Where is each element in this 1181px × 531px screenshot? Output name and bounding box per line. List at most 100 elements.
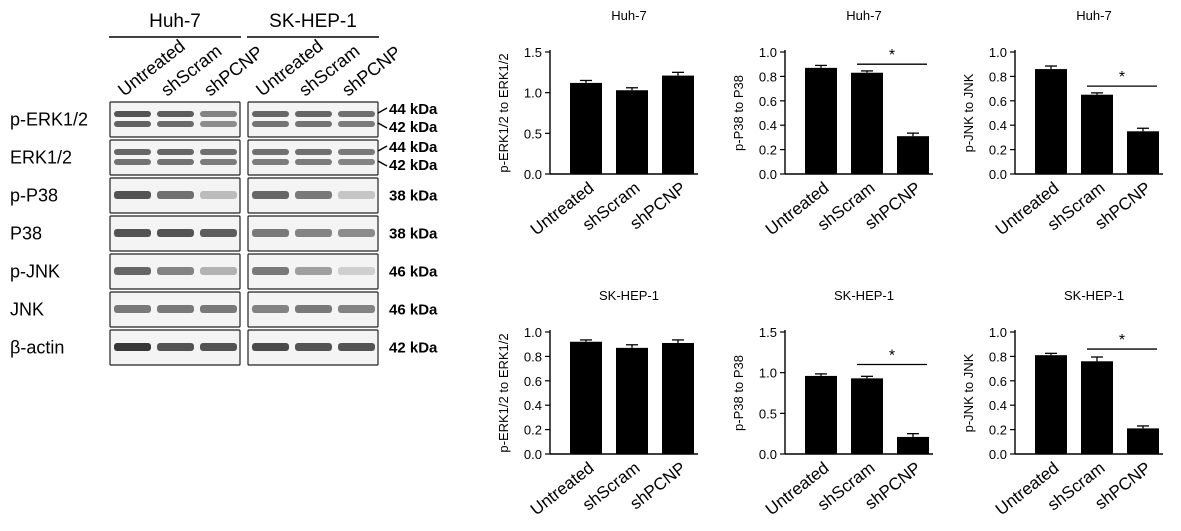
blot-band [114,121,151,127]
blot-band [200,229,237,237]
blot-band [200,111,237,117]
blot-band [200,149,237,155]
blot-row-label: P38 [10,224,42,244]
y-tick-label: 0.4 [989,398,1007,413]
blot-row-label: JNK [10,300,44,320]
bar-untreated [805,67,837,174]
blot-band [114,149,151,155]
kda-pointer [377,107,388,114]
y-tick-label: 0.2 [524,423,542,438]
y-axis-label: p-JNK to JNK [961,73,976,152]
blot-band [338,159,375,165]
chart-title: SK-HEP-1 [834,288,894,303]
bar-shpcnp [897,436,929,454]
blot-row-label: p-ERK1/2 [10,110,88,130]
blot-band [252,229,289,237]
y-tick-label: 0.0 [989,447,1007,462]
bar-untreated [570,82,602,174]
blot-band [295,191,332,199]
chart-title: Huh-7 [1076,8,1111,23]
blot-band [338,149,375,155]
bar-chart-skhep1-perk: SK-HEP-1 p-ERK1/2 to ERK1/2 0.0 0.2 0.4 0.6 0.… [496,288,698,519]
y-tick-label: 0.0 [524,167,542,182]
bar-shscram [1081,361,1113,454]
kda-pointer [377,145,388,152]
y-tick-label: 0.0 [759,167,777,182]
bar-shscram [616,90,648,174]
y-tick-label: 0.6 [524,374,542,389]
blot-band [200,191,237,199]
y-axis-label: p-JNK to JNK [961,353,976,432]
blot-band [200,159,237,165]
kda-label: 42 kDa [389,340,438,357]
blot-band [114,159,151,165]
blot-band [157,343,194,351]
blot-band [338,343,375,351]
blot-band [252,191,289,199]
blot-band [157,159,194,165]
y-tick-label: 0.4 [759,118,777,133]
blot-band [295,149,332,155]
blot-band [252,267,289,275]
y-tick-label: 0.0 [989,167,1007,182]
y-axis-label: p-P38 to P38 [731,75,746,151]
y-tick-label: 0.6 [989,374,1007,389]
y-axis-label: p-ERK1/2 to ERK1/2 [496,333,511,452]
y-tick-label: 0.8 [759,69,777,84]
bar-untreated [1035,69,1067,174]
chart-title: SK-HEP-1 [599,288,659,303]
western-blot-panel: Huh-7 SK-HEP-1UntreatedshScramshPCNPUntre… [10,11,438,366]
y-tick-label: 0.4 [989,118,1007,133]
blot-band [157,111,194,117]
blot-band [295,111,332,117]
blot-strip [247,101,379,138]
bar-shpcnp [897,136,929,174]
bar-shpcnp [662,342,694,454]
kda-label: 44 kDa [389,101,438,118]
blot-band [338,267,375,275]
chart-title: SK-HEP-1 [1064,288,1124,303]
kda-pointer [377,122,388,129]
blot-band [114,343,151,351]
bar-chart-skhep1-pp38: SK-HEP-1p-P38 to P380.00.51.01.5Untreate… [731,288,933,519]
y-tick-label: 0.2 [989,143,1007,158]
bar-shscram [851,72,883,174]
kda-label: 38 kDa [389,188,438,205]
blot-band [200,267,237,275]
y-tick-label: 0.0 [759,447,777,462]
blot-band [114,305,151,313]
blot-band [338,111,375,117]
bar-chart-huh7-perk: Huh-7p-ERK1/2 to ERK1/20.00.51.01.5Untre… [496,8,698,239]
kda-pointer [377,160,388,167]
y-tick-label: 0.0 [524,447,542,462]
blot-strip [247,139,379,176]
y-tick-label: 0.5 [759,406,777,421]
y-tick-label: 1.0 [759,366,777,381]
bar-untreated [570,341,602,454]
blot-band [295,229,332,237]
significance-star: * [1119,332,1125,349]
significance-star: * [1119,69,1125,86]
kda-label: 42 kDa [389,119,438,136]
blot-band [114,267,151,275]
y-tick-label: 0.4 [524,398,542,413]
blot-row-label: p-P38 [10,186,58,206]
blot-band [157,267,194,275]
blot-strip [109,101,241,138]
kda-label: 44 kDa [389,139,438,156]
y-tick-label: 0.8 [989,69,1007,84]
bar-untreated [805,375,837,454]
kda-label: 38 kDa [389,226,438,243]
blot-band [338,121,375,127]
blot-band [295,305,332,313]
cell-line-header: Huh-7 [149,11,201,32]
blot-row-label: β-actin [10,338,64,358]
y-tick-label: 1.5 [524,45,542,60]
blot-band [295,267,332,275]
chart-title: Huh-7 [846,8,881,23]
blot-band [157,149,194,155]
blot-band [157,229,194,237]
blot-band [338,305,375,313]
kda-label: 46 kDa [389,264,438,281]
